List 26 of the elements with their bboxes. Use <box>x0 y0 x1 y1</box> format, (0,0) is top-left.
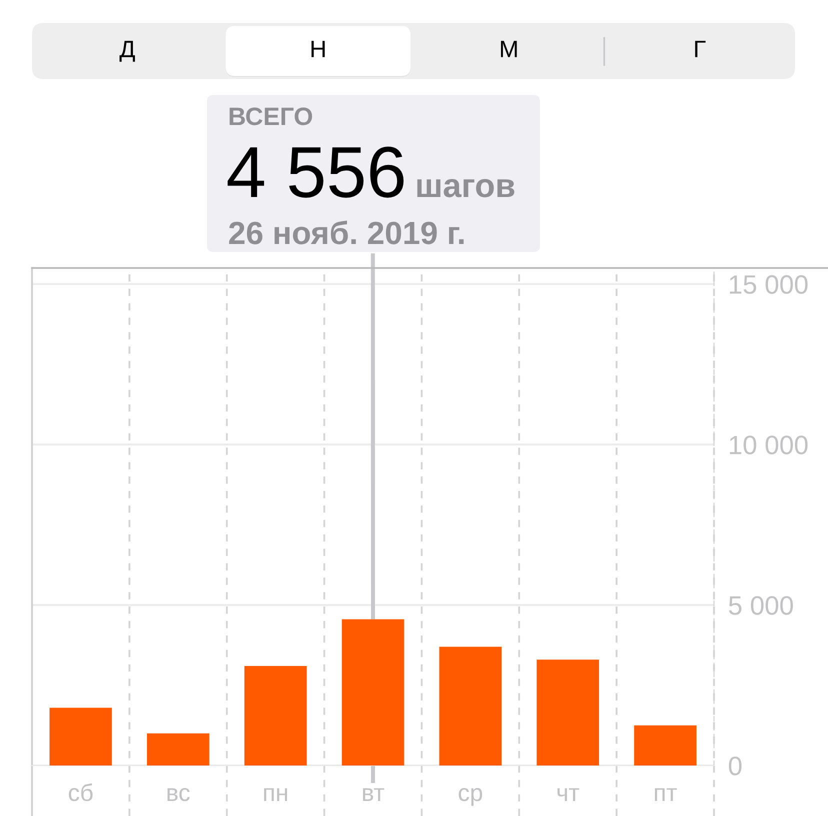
bar <box>342 619 404 766</box>
x-tick-label: сб <box>68 783 93 802</box>
y-tick-label: 10 000 <box>730 436 808 454</box>
y-tick-label: 0 <box>728 756 742 776</box>
text: шагов <box>417 179 514 198</box>
bar <box>146 733 210 766</box>
bar <box>50 708 112 766</box>
x-tick-label: вс <box>168 788 190 802</box>
bar <box>536 660 600 766</box>
x-tick-label: пт <box>654 788 677 801</box>
bar <box>244 666 307 766</box>
y-tick-label: 15 000 <box>730 275 808 294</box>
text: Н <box>312 40 325 58</box>
x-tick-label: чт <box>558 788 580 801</box>
text: Д <box>120 40 135 62</box>
text: Г <box>695 40 706 58</box>
bar <box>439 646 502 766</box>
bar <box>634 725 696 766</box>
x-tick-label: ср <box>458 788 482 806</box>
x-tick-label: вт <box>363 788 384 801</box>
y-tick-label: 5 000 <box>728 596 793 615</box>
text: ВСЕГО <box>230 108 312 126</box>
annotation: 26 нояб. 2019 г. <box>229 220 464 244</box>
x-tick-label: пн <box>264 788 288 801</box>
text: 4 556 <box>228 146 404 198</box>
text: М <box>500 40 517 58</box>
